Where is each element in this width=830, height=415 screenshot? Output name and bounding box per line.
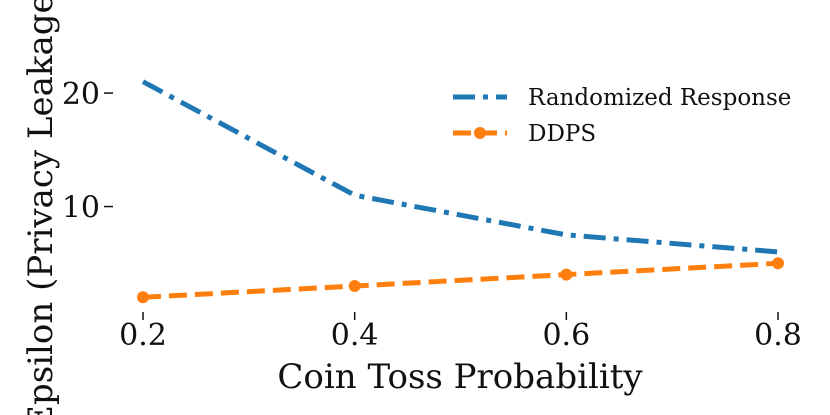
data-point-ddps — [348, 279, 361, 292]
data-point-ddps — [560, 268, 573, 281]
x-axis: 0.2 0.4 0.6 0.8 — [119, 312, 802, 353]
x-tick-label: 0.8 — [754, 318, 802, 353]
series-line-ddps — [142, 260, 779, 300]
x-axis-label: Coin Toss Probability — [277, 357, 643, 397]
x-tick-label: 0.6 — [542, 318, 590, 353]
plot-area — [137, 79, 784, 304]
x-tick-label: 0.4 — [331, 318, 379, 353]
data-point-ddps — [137, 291, 149, 304]
y-tick-label: 20 — [62, 77, 100, 112]
x-tick-label: 0.2 — [119, 318, 167, 353]
y-axis-label: Epsilon (Privacy Leakage) — [21, 0, 61, 415]
y-tick-label: 10 — [62, 191, 100, 226]
data-point-ddps — [772, 257, 784, 270]
y-axis: 10 20 — [62, 77, 113, 226]
legend: Randomized Response DDPS — [453, 85, 791, 147]
legend-label-randomized-response: Randomized Response — [528, 85, 791, 111]
legend-label-ddps: DDPS — [528, 121, 596, 147]
legend-marker-ddps — [474, 127, 486, 139]
series-line-randomized-response — [141, 79, 779, 255]
